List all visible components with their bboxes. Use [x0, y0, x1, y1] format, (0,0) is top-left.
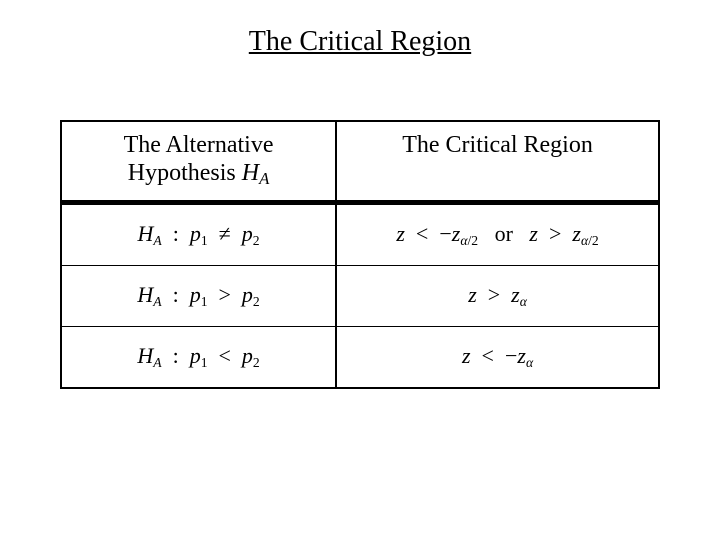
header-col1-line1: The Alternative [124, 132, 274, 158]
cell-ha-ne: HA : p1 ≠ p2 [61, 203, 336, 266]
header-col2-text: The Critical Region [402, 132, 593, 158]
critical-region-table-wrap: The Alternative Hypothesis HA The Critic… [60, 120, 660, 389]
cell-ha-gt: HA : p1 > p2 [61, 265, 336, 326]
critical-region-table: The Alternative Hypothesis HA The Critic… [60, 120, 660, 389]
header-col1-line2-prefix: Hypothesis [128, 160, 242, 186]
table-header-row: The Alternative Hypothesis HA The Critic… [61, 121, 659, 203]
cell-cr-left: z < −zα [336, 326, 659, 387]
header-alternative-hypothesis: The Alternative Hypothesis HA [61, 121, 336, 203]
header-col1-H: H [242, 160, 259, 186]
table-row: HA : p1 < p2 z < −zα [61, 326, 659, 387]
header-col1-subA: A [259, 169, 269, 188]
table-row: HA : p1 > p2 z > zα [61, 265, 659, 326]
cell-ha-lt: HA : p1 < p2 [61, 326, 336, 387]
slide: The Critical Region The Alternative Hypo… [0, 0, 720, 540]
slide-title-text: The Critical Region [249, 26, 471, 57]
table-row: HA : p1 ≠ p2 z < −zα/2 or z > zα/2 [61, 203, 659, 266]
header-critical-region: The Critical Region [336, 121, 659, 203]
cell-cr-twotail: z < −zα/2 or z > zα/2 [336, 203, 659, 266]
slide-title: The Critical Region [0, 26, 720, 58]
cell-cr-right: z > zα [336, 265, 659, 326]
